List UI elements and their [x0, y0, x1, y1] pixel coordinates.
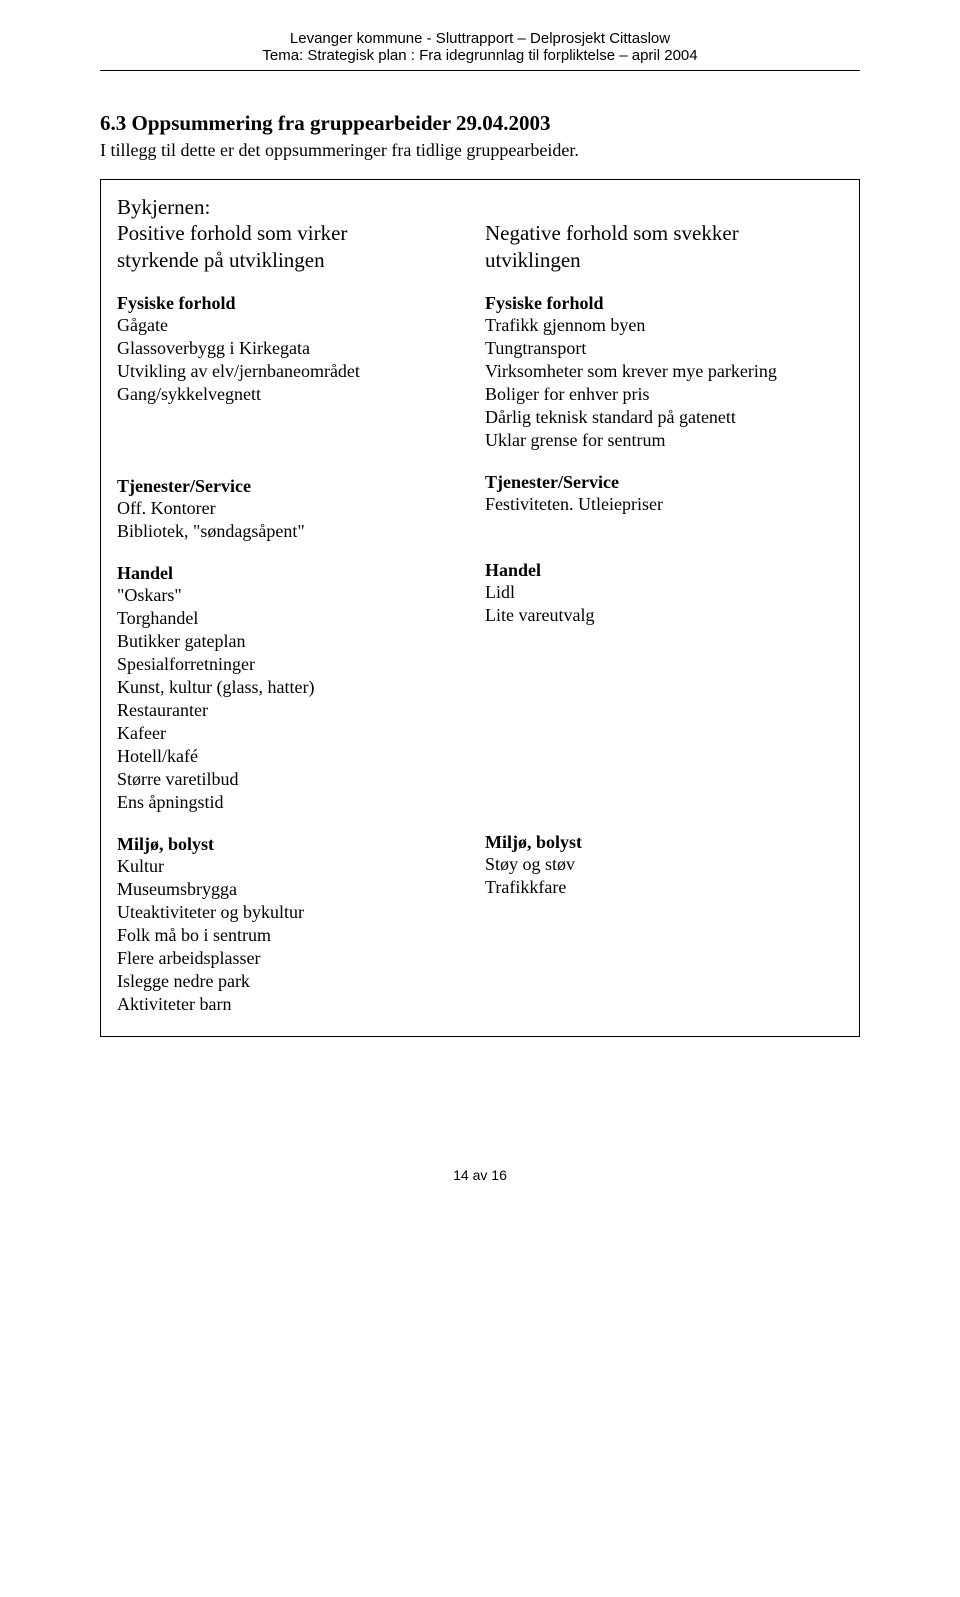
left-handel-group: Handel "Oskars" Torghandel Butikker gate…	[117, 563, 475, 814]
left-fysiske-l4: Gang/sykkelvegnett	[117, 383, 475, 406]
right-fysiske-title: Fysiske forhold	[485, 293, 843, 314]
left-handel-title: Handel	[117, 563, 475, 584]
header-divider	[100, 70, 860, 71]
left-fysiske-group: Fysiske forhold Gågate Glassoverbygg i K…	[117, 293, 475, 406]
right-fysiske-group: Fysiske forhold Trafikk gjennom byen Tun…	[485, 293, 843, 452]
right-miljo-title: Miljø, bolyst	[485, 832, 843, 853]
left-handel-l6: Restauranter	[117, 699, 475, 722]
right-fysiske-l4: Boliger for enhver pris	[485, 383, 843, 406]
left-handel-l3: Butikker gateplan	[117, 630, 475, 653]
left-miljo-l1: Kultur	[117, 855, 475, 878]
right-handel-title: Handel	[485, 560, 843, 581]
left-title-line3: styrkende på utviklingen	[117, 247, 475, 273]
right-handel-group: Handel Lidl Lite vareutvalg	[485, 560, 843, 627]
section-heading: 6.3 Oppsummering fra gruppearbeider 29.0…	[100, 111, 860, 136]
left-miljo-group: Miljø, bolyst Kultur Museumsbrygga Uteak…	[117, 834, 475, 1016]
left-tjenester-l2: Bibliotek, "søndagsåpent"	[117, 520, 475, 543]
left-fysiske-title: Fysiske forhold	[117, 293, 475, 314]
right-miljo-l1: Støy og støv	[485, 853, 843, 876]
right-spacer	[485, 194, 843, 220]
right-miljo-group: Miljø, bolyst Støy og støv Trafikkfare	[485, 832, 843, 899]
header-line-1: Levanger kommune - Sluttrapport – Delpro…	[100, 30, 860, 47]
right-tjenester-l1: Festiviteten. Utleiepriser	[485, 493, 843, 516]
left-handel-l8: Hotell/kafé	[117, 745, 475, 768]
left-miljo-l5: Flere arbeidsplasser	[117, 947, 475, 970]
left-miljo-l6: Islegge nedre park	[117, 970, 475, 993]
right-fysiske-l3: Virksomheter som krever mye parkering	[485, 360, 843, 383]
left-handel-l5: Kunst, kultur (glass, hatter)	[117, 676, 475, 699]
left-miljo-l7: Aktiviteter barn	[117, 993, 475, 1016]
left-fysiske-l3: Utvikling av elv/jernbaneområdet	[117, 360, 475, 383]
left-fysiske-l2: Glassoverbygg i Kirkegata	[117, 337, 475, 360]
right-handel-l1: Lidl	[485, 581, 843, 604]
left-fysiske-l1: Gågate	[117, 314, 475, 337]
left-miljo-l2: Museumsbrygga	[117, 878, 475, 901]
right-fysiske-l5: Dårlig teknisk standard på gatenett	[485, 406, 843, 429]
right-fysiske-l1: Trafikk gjennom byen	[485, 314, 843, 337]
left-column: Bykjernen: Positive forhold som virker s…	[117, 194, 475, 1016]
left-title-line2: Positive forhold som virker	[117, 220, 475, 246]
left-tjenester-group: Tjenester/Service Off. Kontorer Bibliote…	[117, 476, 475, 543]
right-fysiske-l2: Tungtransport	[485, 337, 843, 360]
page-footer: 14 av 16	[100, 1167, 860, 1183]
left-title-line1: Bykjernen:	[117, 194, 475, 220]
two-column-layout: Bykjernen: Positive forhold som virker s…	[117, 194, 843, 1016]
left-handel-l1: "Oskars"	[117, 584, 475, 607]
right-handel-l2: Lite vareutvalg	[485, 604, 843, 627]
left-handel-l10: Ens åpningstid	[117, 791, 475, 814]
page-header: Levanger kommune - Sluttrapport – Delpro…	[100, 30, 860, 64]
left-handel-l7: Kafeer	[117, 722, 475, 745]
section-intro: I tillegg til dette er det oppsummeringe…	[100, 140, 860, 161]
left-handel-l2: Torghandel	[117, 607, 475, 630]
left-miljo-title: Miljø, bolyst	[117, 834, 475, 855]
content-box: Bykjernen: Positive forhold som virker s…	[100, 179, 860, 1037]
right-tjenester-title: Tjenester/Service	[485, 472, 843, 493]
right-tjenester-group: Tjenester/Service Festiviteten. Utleiepr…	[485, 472, 843, 516]
left-miljo-l4: Folk må bo i sentrum	[117, 924, 475, 947]
right-title-line1: Negative forhold som svekker	[485, 220, 843, 246]
left-handel-l9: Større varetilbud	[117, 768, 475, 791]
left-miljo-l3: Uteaktiviteter og bykultur	[117, 901, 475, 924]
right-fysiske-l6: Uklar grense for sentrum	[485, 429, 843, 452]
right-title-line2: utviklingen	[485, 247, 843, 273]
page: Levanger kommune - Sluttrapport – Delpro…	[0, 0, 960, 1223]
right-column: Negative forhold som svekker utviklingen…	[485, 194, 843, 1016]
left-tjenester-title: Tjenester/Service	[117, 476, 475, 497]
right-miljo-l2: Trafikkfare	[485, 876, 843, 899]
header-line-2: Tema: Strategisk plan : Fra idegrunnlag …	[100, 47, 860, 64]
left-handel-l4: Spesialforretninger	[117, 653, 475, 676]
left-tjenester-l1: Off. Kontorer	[117, 497, 475, 520]
